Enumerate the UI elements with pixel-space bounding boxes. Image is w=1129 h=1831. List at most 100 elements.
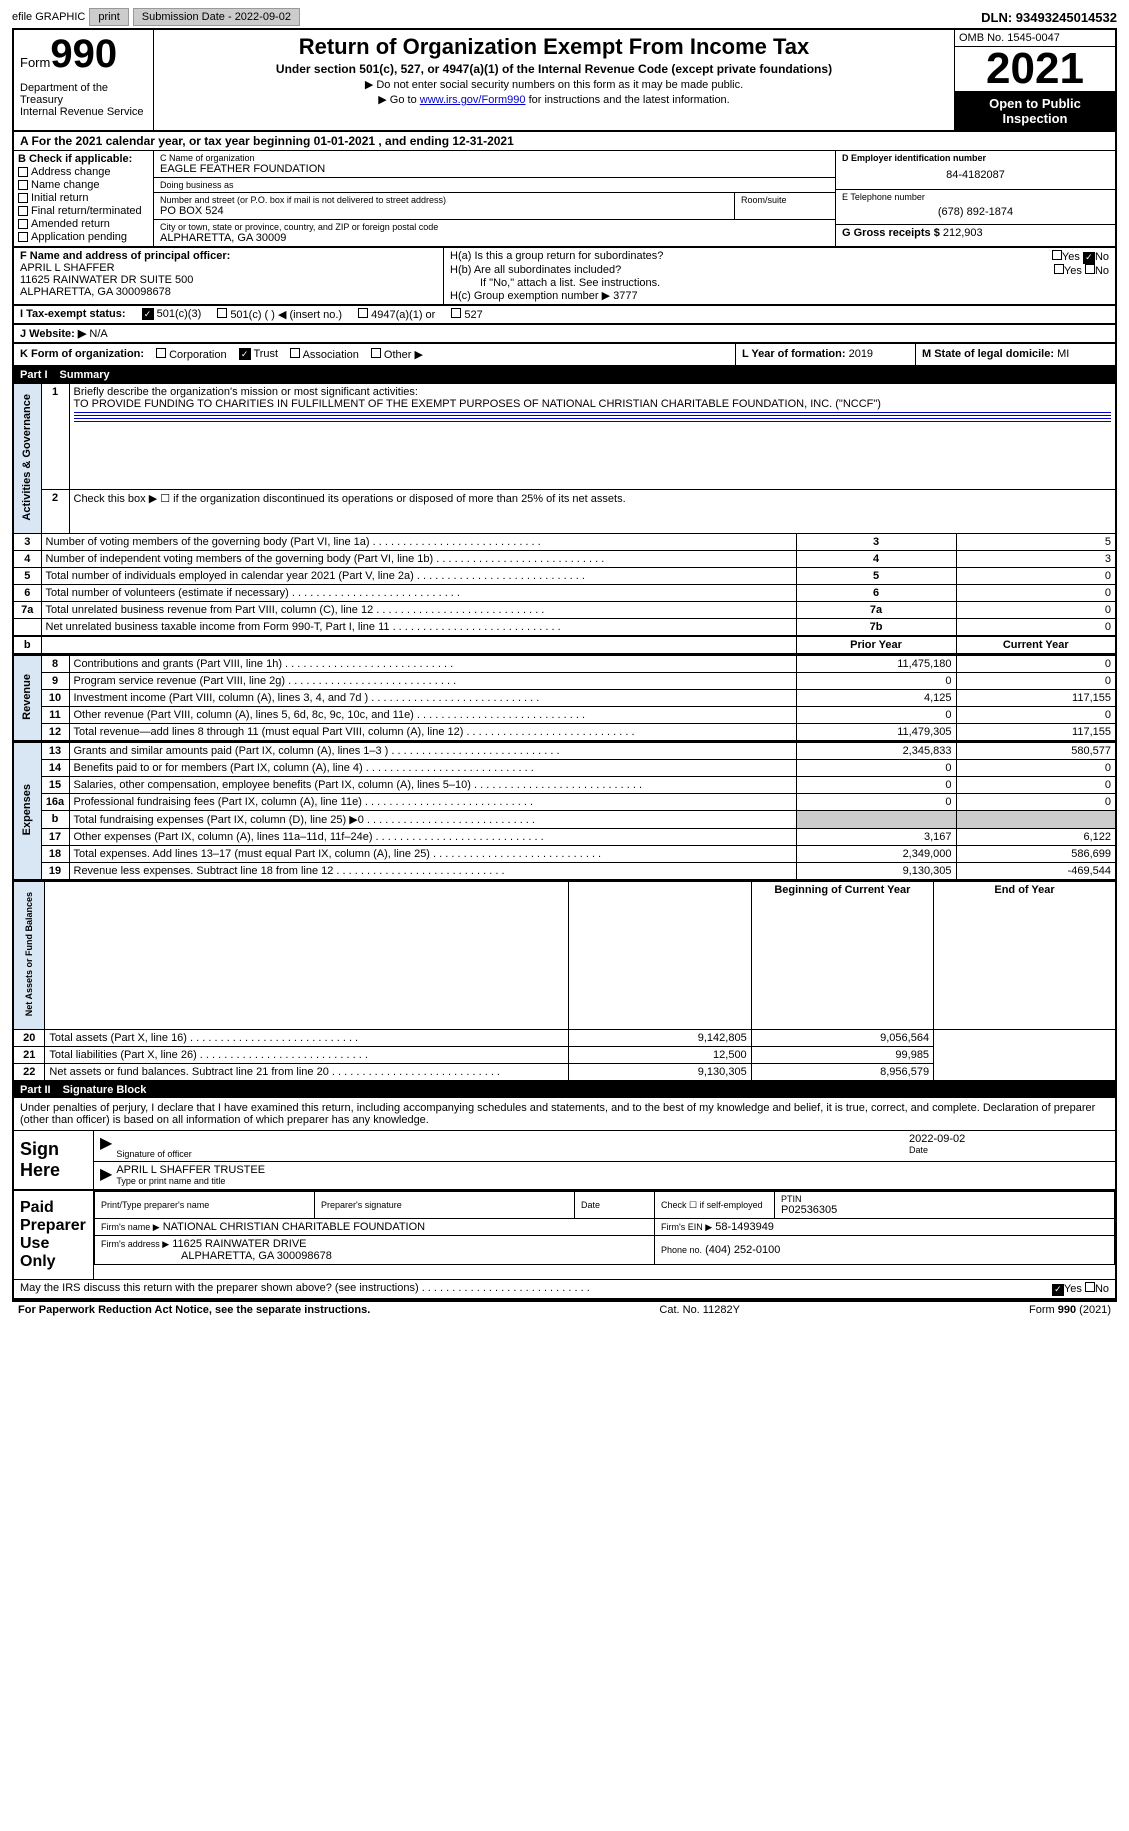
exp-row: 14Benefits paid to or for members (Part … (13, 760, 1116, 777)
col-prior: Prior Year (796, 636, 956, 654)
chk-amended[interactable] (18, 219, 28, 229)
chk-ha-no[interactable]: ✓ (1083, 252, 1095, 264)
self-emp-label: Check ☐ if self-employed (661, 1200, 768, 1211)
part-1-title: Summary (60, 369, 110, 381)
exp-row: 18Total expenses. Add lines 13–17 (must … (13, 846, 1116, 863)
section-b-c-d: B Check if applicable: Address change Na… (12, 151, 1117, 248)
chk-pending[interactable] (18, 232, 28, 242)
preparer-table: Print/Type preparer's name Preparer's si… (94, 1191, 1115, 1265)
irs-discuss-text: May the IRS discuss this return with the… (20, 1282, 1052, 1296)
officer-addr2: ALPHARETTA, GA 300098678 (20, 286, 437, 298)
prep-sig-label: Preparer's signature (321, 1200, 568, 1210)
org-name: EAGLE FEATHER FOUNDATION (160, 163, 829, 175)
chk-assoc[interactable] (290, 348, 300, 358)
form-title: Return of Organization Exempt From Incom… (160, 34, 948, 60)
rev-row: Revenue8Contributions and grants (Part V… (13, 656, 1116, 673)
net-row: 20Total assets (Part X, line 16)9,142,80… (13, 1030, 1116, 1047)
domicile-label: M State of legal domicile: (922, 348, 1054, 360)
chk-501c[interactable] (217, 308, 227, 318)
chk-corp[interactable] (156, 348, 166, 358)
dept-label: Department of the Treasury Internal Reve… (20, 82, 147, 118)
arrow-icon: ▶ (100, 1133, 112, 1159)
chk-trust[interactable]: ✓ (239, 348, 251, 360)
gross-label: G Gross receipts $ (842, 227, 940, 239)
opt-assoc: Association (303, 349, 359, 361)
date2-label: Date (581, 1200, 648, 1210)
note-link: ▶ Go to www.irs.gov/Form990 for instruct… (160, 93, 948, 106)
exp-row: 19Revenue less expenses. Subtract line 1… (13, 863, 1116, 881)
gov-row: 3Number of voting members of the governi… (13, 534, 1116, 551)
gov-row: 5Total number of individuals employed in… (13, 568, 1116, 585)
sig-date: 2022-09-02 (909, 1133, 1109, 1145)
rev-row: 11Other revenue (Part VIII, column (A), … (13, 707, 1116, 724)
declaration-text: Under penalties of perjury, I declare th… (14, 1098, 1115, 1130)
chk-527[interactable] (451, 308, 461, 318)
firm-name-label: Firm's name ▶ (101, 1222, 160, 1232)
ein-value: 84-4182087 (842, 163, 1109, 187)
part-2-header: Part II Signature Block (12, 1082, 1117, 1098)
section-j: J Website: ▶ N/A (12, 325, 1117, 344)
note-pre: ▶ Go to (378, 94, 419, 106)
city-label: City or town, state or province, country… (160, 222, 829, 232)
submission-date-button[interactable]: Submission Date - 2022-09-02 (133, 8, 300, 26)
net-table: Net Assets or Fund Balances Beginning of… (12, 881, 1117, 1082)
print-button[interactable]: print (89, 8, 128, 26)
chk-hb-no[interactable] (1085, 264, 1095, 274)
chk-name[interactable] (18, 180, 28, 190)
chk-501c3[interactable]: ✓ (142, 308, 154, 320)
gross-value: 212,903 (943, 227, 983, 239)
firm-addr2: ALPHARETTA, GA 300098678 (101, 1250, 332, 1262)
chk-other[interactable] (371, 348, 381, 358)
chk-irs-yes[interactable]: ✓ (1052, 1284, 1064, 1296)
h-c-value: 3777 (613, 290, 637, 302)
firm-ein-label: Firm's EIN ▶ (661, 1222, 712, 1232)
tax-year: 2021 (955, 47, 1115, 92)
city-value: ALPHARETTA, GA 30009 (160, 232, 829, 244)
gov-row: 4Number of independent voting members of… (13, 551, 1116, 568)
opt-501c: 501(c) ( ) ◀ (insert no.) (230, 309, 342, 321)
addr-value: PO BOX 524 (160, 205, 728, 217)
form-number: 990 (50, 32, 117, 76)
side-gov: Activities & Governance (19, 386, 35, 529)
no-label: No (1095, 251, 1109, 263)
officer-name-title: APRIL L SHAFFER TRUSTEE (116, 1164, 265, 1176)
opt-final: Final return/terminated (31, 205, 142, 217)
opt-other: Other ▶ (384, 349, 423, 361)
opt-501c3: 501(c)(3) (157, 308, 202, 320)
year-form-value: 2019 (849, 348, 873, 360)
opt-amended: Amended return (31, 218, 110, 230)
section-k: K Form of organization: Corporation ✓ Tr… (12, 344, 1117, 367)
chk-ha-yes[interactable] (1052, 250, 1062, 260)
chk-hb-yes[interactable] (1054, 264, 1064, 274)
firm-addr1: 11625 RAINWATER DRIVE (172, 1238, 306, 1250)
irs-yes: Yes (1064, 1283, 1082, 1295)
chk-4947[interactable] (358, 308, 368, 318)
firm-addr-label: Firm's address ▶ (101, 1239, 169, 1249)
yes-label: Yes (1062, 251, 1080, 263)
q2-text: Check this box ▶ ☐ if the organization d… (69, 489, 1116, 533)
irs-no: No (1095, 1283, 1109, 1295)
chk-irs-no[interactable] (1085, 1282, 1095, 1292)
opt-corp: Corporation (169, 349, 226, 361)
net-row: 21Total liabilities (Part X, line 26)12,… (13, 1047, 1116, 1064)
section-i: I Tax-exempt status: ✓ 501(c)(3) 501(c) … (12, 306, 1117, 325)
rev-row: 10Investment income (Part VIII, column (… (13, 690, 1116, 707)
phone-value: (404) 252-0100 (705, 1244, 780, 1256)
opt-address: Address change (31, 166, 111, 178)
gov-row: 7aTotal unrelated business revenue from … (13, 602, 1116, 619)
h-b-label: H(b) Are all subordinates included? (450, 264, 621, 277)
note-ssn: ▶ Do not enter social security numbers o… (160, 78, 948, 91)
date-label: Date (909, 1145, 1109, 1155)
part-2-num: Part II (20, 1084, 51, 1096)
opt-4947: 4947(a)(1) or (371, 309, 435, 321)
h-a-label: H(a) Is this a group return for subordin… (450, 250, 663, 264)
efile-label: efile GRAPHIC (12, 11, 85, 23)
room-label: Room/suite (741, 195, 829, 205)
chk-final[interactable] (18, 206, 28, 216)
opt-initial: Initial return (31, 192, 88, 204)
irs-link[interactable]: www.irs.gov/Form990 (420, 94, 526, 106)
chk-address[interactable] (18, 167, 28, 177)
chk-initial[interactable] (18, 193, 28, 203)
form-subtitle: Under section 501(c), 527, or 4947(a)(1)… (160, 62, 948, 76)
sign-here-label: Sign Here (14, 1131, 94, 1189)
